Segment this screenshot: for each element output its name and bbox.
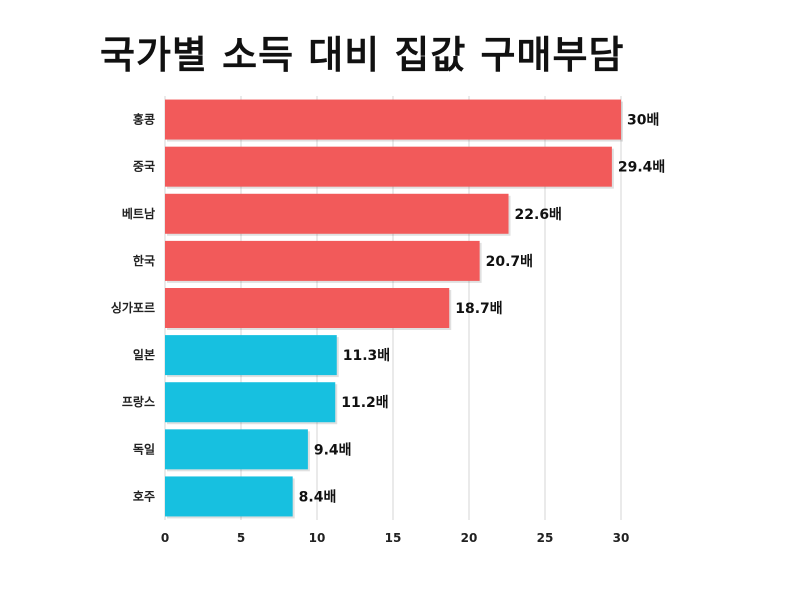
bar [165,382,336,423]
x-tick-label: 0 [161,531,169,545]
bar [165,429,308,470]
value-label: 20.7배 [486,254,533,270]
x-tick-label: 15 [385,531,402,545]
bar [165,288,450,328]
category-label: 호주 [133,489,155,503]
category-label: 프랑스 [122,395,155,409]
category-label: 독일 [133,442,155,456]
value-label: 29.4배 [618,160,665,176]
bars [165,99,623,519]
bar [165,99,621,140]
category-label: 한국 [133,253,155,268]
x-tick-label: 30 [613,531,630,545]
value-label: 11.2배 [341,395,388,411]
x-tick-label: 25 [537,531,554,545]
bar [165,335,337,376]
category-label: 홍콩 [133,112,155,127]
value-label: 18.7배 [455,301,502,317]
value-label: 8.4배 [299,489,337,505]
category-label: 베트남 [122,206,155,221]
x-tick-label: 20 [461,531,478,545]
bar [165,193,509,234]
bar [165,240,480,281]
category-label: 중국 [133,160,155,174]
x-tick-label: 5 [237,531,245,545]
category-label: 싱가포르 [111,300,155,315]
x-tick-label: 10 [309,531,326,545]
chart-title: 국가별 소득 대비 집값 구매부담 [100,33,625,77]
value-label: 30배 [627,113,659,129]
category-label: 일본 [133,348,155,362]
bar [165,476,293,517]
value-label: 22.6배 [515,207,562,223]
value-label: 11.3배 [343,348,390,364]
bar [165,146,612,187]
value-labels: 30배 29.4배 22.6배 20.7배 18.7배 11.3배 11.2배 9.4배 8.4… [299,113,666,506]
x-axis-ticks: 0 5 10 15 20 25 30 [161,531,630,545]
value-label: 9.4배 [314,442,352,458]
